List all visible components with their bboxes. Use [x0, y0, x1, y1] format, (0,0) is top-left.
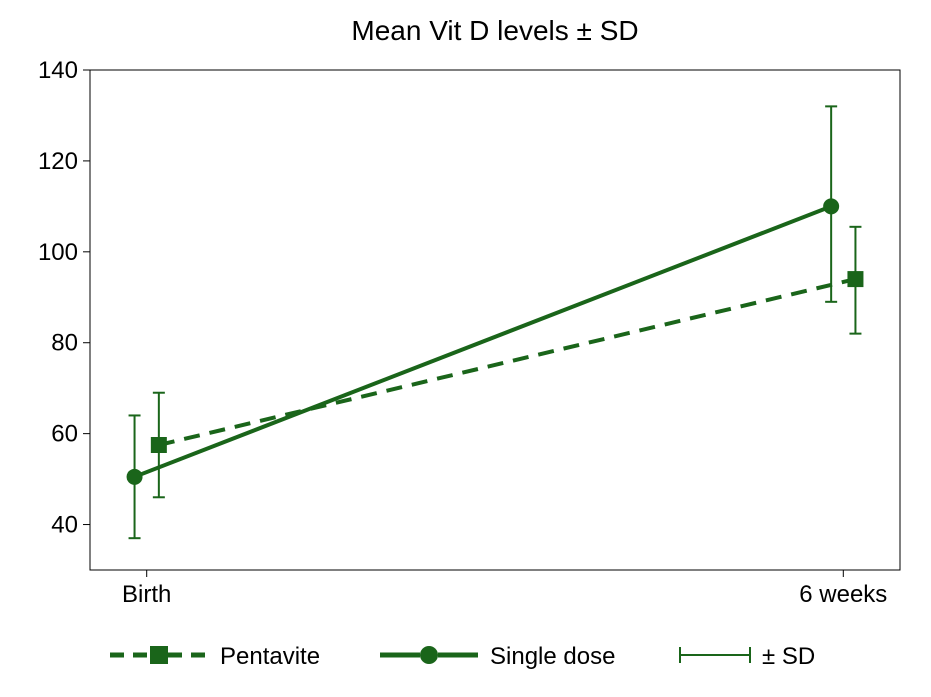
- legend-label-pentavite: Pentavite: [220, 643, 320, 670]
- marker-square: [151, 437, 167, 453]
- legend-marker-singledose: [420, 646, 438, 664]
- marker-circle: [823, 198, 839, 214]
- xtick-label: Birth: [122, 581, 171, 608]
- ytick-label: 40: [51, 512, 78, 539]
- legend-label-singledose: Single dose: [490, 643, 615, 670]
- legend-label-sd: ± SD: [762, 643, 815, 670]
- legend-marker-pentavite: [150, 646, 168, 664]
- ytick-label: 60: [51, 421, 78, 448]
- ytick-label: 120: [38, 148, 78, 175]
- ytick-label: 100: [38, 239, 78, 266]
- chart-title: Mean Vit D levels ± SD: [351, 15, 638, 46]
- marker-square: [847, 271, 863, 287]
- ytick-label: 80: [51, 330, 78, 357]
- chart-svg: Mean Vit D levels ± SD 40 60 80 100 120 140 Bir…: [0, 0, 931, 697]
- ytick-label: 140: [38, 57, 78, 84]
- plot-area: [90, 70, 900, 570]
- xtick-label: 6 weeks: [799, 581, 887, 608]
- marker-circle: [127, 469, 143, 485]
- chart-container: Mean Vit D levels ± SD 40 60 80 100 120 140 Bir…: [0, 0, 931, 697]
